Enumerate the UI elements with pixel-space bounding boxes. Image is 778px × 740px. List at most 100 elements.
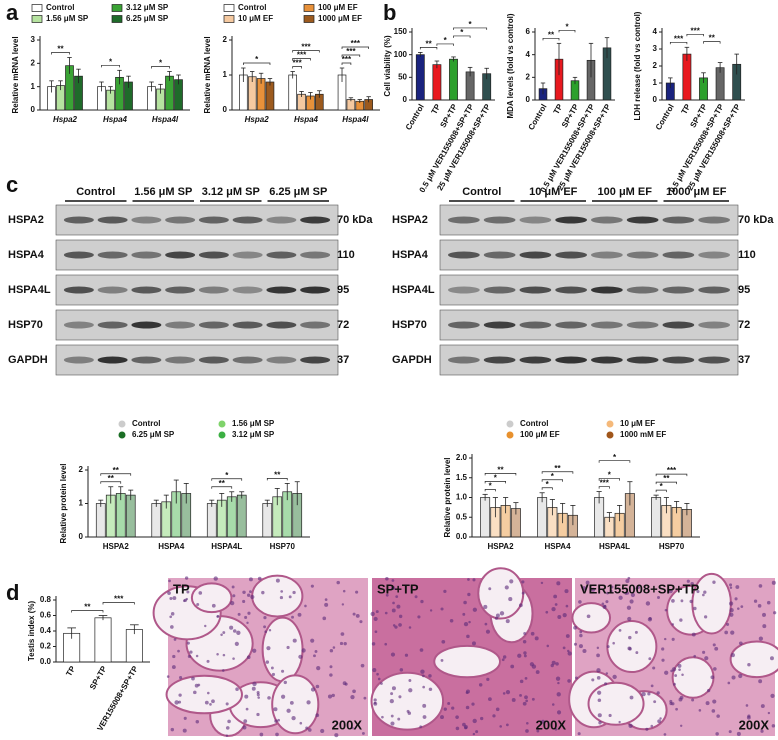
- y-tick-label: 0.2: [40, 642, 52, 651]
- nucleus: [429, 609, 433, 612]
- significance-bracket: [292, 58, 311, 61]
- significance-label: ***: [297, 51, 307, 60]
- legend-swatch: [303, 4, 315, 12]
- significance-bracket: [484, 480, 506, 484]
- nucleus: [395, 595, 399, 598]
- nucleus: [451, 706, 455, 710]
- nucleus: [398, 614, 403, 619]
- panel-label: b: [383, 0, 396, 25]
- nucleus: [670, 669, 673, 673]
- legend-swatch: [31, 4, 43, 12]
- nucleus: [313, 654, 316, 658]
- lane-label: Control: [76, 186, 115, 198]
- nucleus: [736, 731, 741, 736]
- nucleus: [231, 585, 235, 589]
- significance-label: *: [613, 453, 617, 462]
- lumen: [587, 681, 645, 726]
- nucleus: [540, 581, 544, 585]
- nucleus: [182, 599, 186, 603]
- nucleus: [385, 593, 389, 597]
- lane-label: 3.12 μM SP: [202, 186, 260, 198]
- nucleus: [225, 726, 230, 730]
- nucleus: [702, 650, 706, 654]
- nucleus: [440, 715, 444, 720]
- nucleus: [565, 604, 569, 608]
- nucleus: [705, 701, 710, 706]
- significance-label: **: [548, 30, 555, 39]
- nucleus: [521, 591, 525, 595]
- nucleus: [329, 648, 334, 653]
- bar: [125, 494, 136, 538]
- nucleus: [381, 715, 384, 719]
- bar: [682, 53, 692, 101]
- nucleus: [485, 629, 491, 634]
- nucleus: [669, 702, 673, 706]
- nucleus: [394, 625, 398, 629]
- nucleus: [385, 577, 389, 581]
- nucleus: [554, 728, 558, 731]
- blot-band: [483, 251, 516, 259]
- nucleus: [472, 718, 477, 724]
- significance-bracket: [541, 471, 574, 474]
- y-axis-label: Relative mRNA level: [203, 36, 212, 113]
- bar: [480, 497, 491, 538]
- blot-band: [232, 286, 263, 294]
- nucleus: [575, 676, 578, 680]
- nucleus: [472, 732, 476, 736]
- nucleus: [256, 712, 260, 717]
- blot-band: [266, 216, 297, 224]
- nucleus: [716, 714, 720, 718]
- nucleus: [738, 673, 743, 679]
- protein-label: HSPA4L: [392, 284, 435, 296]
- nucleus: [523, 631, 527, 635]
- bar: [288, 74, 297, 111]
- nucleus: [766, 600, 771, 605]
- significance-bracket: [598, 460, 631, 463]
- significance-bracket: [100, 473, 132, 476]
- significance-bracket: [292, 50, 320, 53]
- blot-band: [165, 216, 196, 224]
- blot-band: [63, 356, 94, 364]
- nucleus: [275, 732, 279, 737]
- nucleus: [301, 648, 306, 653]
- lumen: [729, 640, 778, 679]
- nucleus: [769, 656, 774, 661]
- y-tick-label: 1.0: [456, 493, 468, 502]
- y-axis-label: Cell viability (%): [383, 35, 392, 97]
- blot-band: [483, 356, 516, 364]
- nucleus: [211, 603, 216, 608]
- significance-bracket: [598, 486, 610, 489]
- nucleus: [604, 682, 608, 686]
- y-axis-label: LDH release (fold vs control): [633, 11, 642, 120]
- significance-bracket: [686, 33, 704, 37]
- nucleus: [486, 677, 490, 682]
- significance-bracket: [211, 486, 233, 489]
- blot-band: [626, 356, 659, 364]
- nucleus: [628, 635, 632, 640]
- nucleus: [227, 719, 231, 724]
- nucleus: [397, 717, 401, 721]
- nucleus: [546, 644, 550, 648]
- nucleus: [551, 607, 556, 612]
- nucleus: [471, 702, 475, 706]
- x-tick-label: Hspa2: [245, 115, 270, 124]
- nucleus: [521, 580, 525, 584]
- y-tick-label: 3: [653, 44, 658, 53]
- significance-bracket: [669, 41, 688, 45]
- legend-label: 10 μM EF: [238, 14, 273, 23]
- nucleus: [399, 668, 404, 672]
- nucleus: [713, 667, 717, 671]
- x-tick-label: Control: [527, 103, 549, 132]
- nucleus: [680, 599, 684, 603]
- nucleus: [674, 674, 678, 678]
- x-tick-label: SP+TP: [88, 664, 109, 691]
- nucleus: [168, 579, 171, 583]
- nucleus: [310, 584, 314, 588]
- nucleus: [225, 734, 229, 737]
- nucleus: [280, 590, 284, 593]
- nucleus: [389, 698, 394, 704]
- nucleus: [232, 594, 236, 598]
- nucleus: [209, 703, 212, 706]
- significance-label: ***: [351, 39, 361, 48]
- nucleus: [291, 615, 294, 619]
